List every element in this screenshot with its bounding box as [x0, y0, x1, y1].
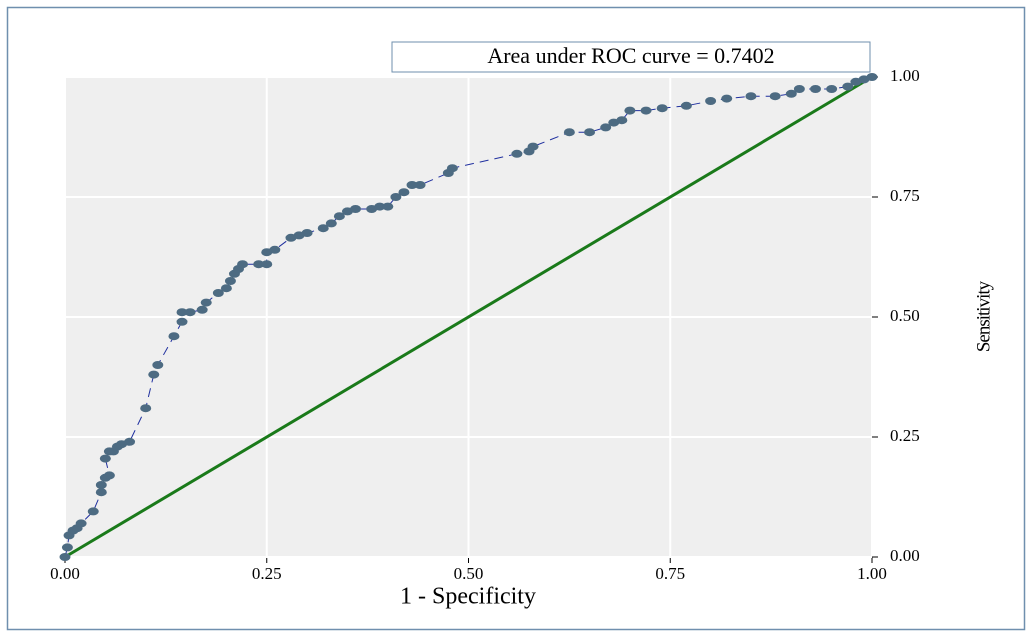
- x-tick-label: 0.75: [655, 564, 685, 583]
- roc-point: [301, 229, 313, 237]
- roc-point: [99, 454, 111, 463]
- roc-point: [705, 97, 717, 105]
- roc-point: [793, 85, 805, 93]
- roc-point: [224, 277, 236, 285]
- y-tick-label: 0.00: [890, 546, 920, 565]
- roc-point: [176, 308, 188, 317]
- annotation-box: [391, 41, 871, 73]
- roc-point: [866, 73, 878, 81]
- x-tick-label: 0.00: [50, 564, 80, 583]
- roc-point: [511, 149, 523, 158]
- y-tick-label: 1.00: [890, 66, 920, 85]
- roc-point: [220, 284, 232, 293]
- roc-point: [745, 92, 757, 101]
- roc-point: [59, 553, 71, 561]
- x-tick-label: 0.25: [252, 564, 282, 583]
- roc-point: [656, 104, 668, 113]
- roc-point: [600, 123, 612, 132]
- roc-point: [152, 361, 164, 369]
- roc-point: [124, 437, 136, 446]
- roc-point: [184, 308, 196, 317]
- roc-point: [382, 202, 394, 211]
- y-tick-label: 0.75: [890, 186, 920, 205]
- y-axis-label: Sensitivity: [973, 280, 994, 352]
- roc-point: [785, 89, 797, 98]
- roc-point: [253, 260, 265, 269]
- x-tick-label: 1.00: [857, 564, 887, 583]
- roc-point: [61, 543, 73, 552]
- roc-point: [640, 106, 652, 115]
- roc-point: [333, 212, 345, 221]
- roc-point: [769, 92, 781, 101]
- roc-point: [269, 245, 281, 254]
- roc-point: [624, 106, 636, 115]
- roc-point: [176, 317, 188, 326]
- roc-point: [103, 471, 115, 480]
- roc-point: [196, 305, 208, 314]
- reference-line: [64, 75, 873, 559]
- y-tick-label: 0.50: [890, 306, 920, 325]
- roc-point: [317, 224, 329, 233]
- roc-point: [75, 519, 87, 528]
- roc-point: [563, 128, 575, 137]
- roc-point: [168, 332, 180, 341]
- roc-point: [237, 260, 249, 269]
- annotation: Area under ROC curve = 0.7402: [487, 43, 774, 68]
- x-axis-label: 1 - Specificity: [400, 584, 536, 610]
- roc-point: [721, 94, 733, 103]
- roc-point: [374, 202, 386, 211]
- x-tick-label: 0.50: [454, 564, 484, 583]
- roc-point: [148, 370, 160, 379]
- roc-point: [584, 128, 596, 137]
- roc-point: [87, 507, 99, 516]
- roc-point: [95, 488, 107, 497]
- roc-point: [95, 481, 107, 489]
- roc-point: [527, 142, 539, 151]
- roc-point: [446, 164, 458, 173]
- roc-point: [826, 85, 838, 93]
- roc-point: [406, 181, 418, 189]
- roc-point: [140, 404, 152, 413]
- roc-point: [842, 82, 854, 91]
- roc-point: [680, 101, 692, 110]
- roc-point: [261, 260, 273, 269]
- roc-point: [398, 188, 410, 197]
- y-tick-label: 0.25: [890, 426, 920, 445]
- marks: [59, 73, 878, 561]
- roc-point: [390, 193, 402, 201]
- roc-point: [616, 116, 628, 125]
- roc-point: [200, 298, 212, 307]
- roc-point: [212, 289, 224, 297]
- roc-point: [414, 181, 426, 189]
- roc-point: [325, 219, 337, 228]
- roc-point: [350, 205, 362, 213]
- roc-point: [810, 85, 822, 93]
